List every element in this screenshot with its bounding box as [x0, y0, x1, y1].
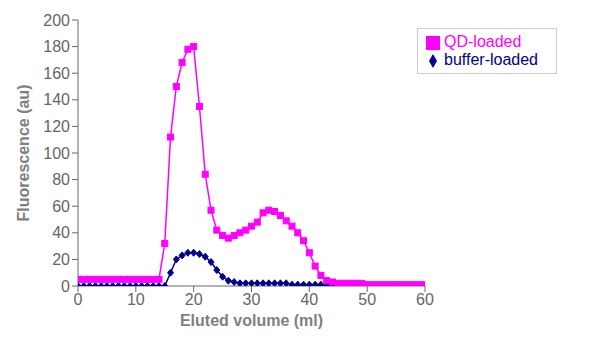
- svg-text:50: 50: [358, 291, 376, 308]
- svg-text:10: 10: [127, 291, 145, 308]
- svg-text:0: 0: [61, 278, 70, 295]
- svg-text:40: 40: [300, 291, 318, 308]
- svg-text:180: 180: [43, 38, 70, 55]
- svg-text:80: 80: [52, 171, 70, 188]
- svg-text:100: 100: [43, 145, 70, 162]
- svg-text:Fluorescence (au): Fluorescence (au): [15, 85, 32, 222]
- svg-text:200: 200: [43, 12, 70, 29]
- html-text:buffer-loaded: buffer-loaded: [444, 51, 538, 68]
- svg-text:140: 140: [43, 91, 70, 108]
- svg-text:30: 30: [243, 291, 261, 308]
- svg-text:20: 20: [185, 291, 203, 308]
- svg-text:20: 20: [52, 251, 70, 268]
- html-text:QD-loaded: QD-loaded: [444, 33, 522, 50]
- svg-text:0: 0: [74, 291, 83, 308]
- svg-text:60: 60: [416, 291, 434, 308]
- svg-text:60: 60: [52, 198, 70, 215]
- svg-text:40: 40: [52, 224, 70, 241]
- svg-text:120: 120: [43, 118, 70, 135]
- svg-text:Eluted volume (ml): Eluted volume (ml): [180, 312, 323, 329]
- svg-text:160: 160: [43, 65, 70, 82]
